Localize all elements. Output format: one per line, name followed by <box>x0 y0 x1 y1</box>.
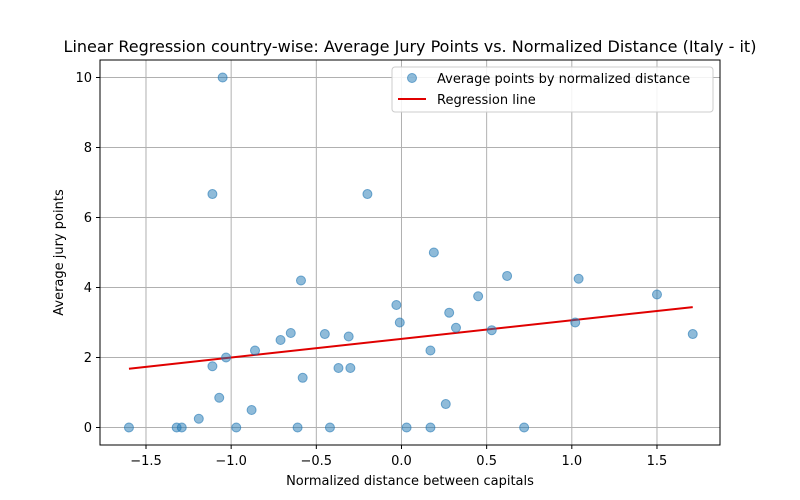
scatter-point <box>343 331 354 342</box>
regression-line <box>128 306 693 370</box>
x-tick-label: −1.5 <box>130 454 162 469</box>
scatter-point <box>221 352 232 363</box>
scatter-point <box>425 345 436 356</box>
y-tick-label: 8 <box>84 141 92 156</box>
scatter-point <box>193 413 204 424</box>
scatter-point <box>207 361 218 372</box>
scatter-point <box>573 273 584 284</box>
scatter-point <box>444 307 455 318</box>
scatter-point <box>450 322 461 333</box>
x-axis-label: Normalized distance between capitals <box>286 474 534 489</box>
scatter-point <box>207 189 218 200</box>
plot-area-frame <box>99 59 721 446</box>
scatter-point <box>297 372 308 383</box>
scatter-point <box>519 422 530 433</box>
scatter-point <box>246 405 257 415</box>
scatter-point <box>295 275 306 286</box>
chart-title: Linear Regression country-wise: Average … <box>64 37 757 56</box>
scatter-point <box>250 345 260 356</box>
scatter-point <box>473 291 484 302</box>
legend-marker-scatter <box>407 73 417 83</box>
grid-lines <box>100 60 720 445</box>
scatter-point <box>292 422 303 433</box>
scatter-point <box>651 289 662 300</box>
x-tick-label: 0.5 <box>476 454 497 469</box>
legend-label-line: Regression line <box>437 93 536 108</box>
scatter-point <box>502 270 513 281</box>
x-tick-label: −1.0 <box>215 454 247 469</box>
scatter-point <box>285 328 296 338</box>
y-tick-label: 6 <box>84 211 92 226</box>
scatter-point <box>214 392 225 403</box>
regression-layer <box>128 306 693 370</box>
axis-ticks: −1.5 −1.0 −0.5 0.0 0.5 1.0 1.5 0 2 4 6 8 10 <box>75 71 667 469</box>
scatter-point <box>319 329 330 340</box>
y-tick-label: 4 <box>84 281 92 296</box>
scatter-point <box>401 422 412 433</box>
scatter-point <box>570 317 581 328</box>
legend-label-scatter: Average points by normalized distance <box>437 72 690 87</box>
legend: Average points by normalized distance Re… <box>391 66 714 113</box>
scatter-point <box>176 422 187 433</box>
scatter-point <box>231 422 242 433</box>
scatter-point <box>324 422 335 433</box>
x-tick-label: 1.0 <box>561 454 582 469</box>
scatter-point <box>391 300 402 310</box>
scatter-point <box>394 317 405 328</box>
scatter-point <box>687 329 698 340</box>
scatter-point <box>362 189 373 200</box>
scatter-point <box>275 335 286 345</box>
scatter-point <box>440 399 451 410</box>
scatter-point <box>333 363 344 373</box>
scatter-point <box>345 363 356 373</box>
x-tick-label: −0.5 <box>301 454 333 469</box>
scatter-point <box>425 422 436 433</box>
x-tick-label: 1.5 <box>647 454 668 469</box>
y-tick-label: 0 <box>84 421 92 436</box>
y-axis-label: Average jury points <box>52 189 67 316</box>
data-points <box>123 72 698 433</box>
y-tick-label: 10 <box>75 71 92 86</box>
scatter-point <box>486 325 497 336</box>
x-tick-label: 0.0 <box>391 454 412 469</box>
scatter-point <box>428 247 439 258</box>
legend-box <box>391 66 714 113</box>
scatter-point <box>217 72 228 83</box>
y-tick-label: 2 <box>84 351 92 366</box>
scatter-point <box>123 422 134 433</box>
